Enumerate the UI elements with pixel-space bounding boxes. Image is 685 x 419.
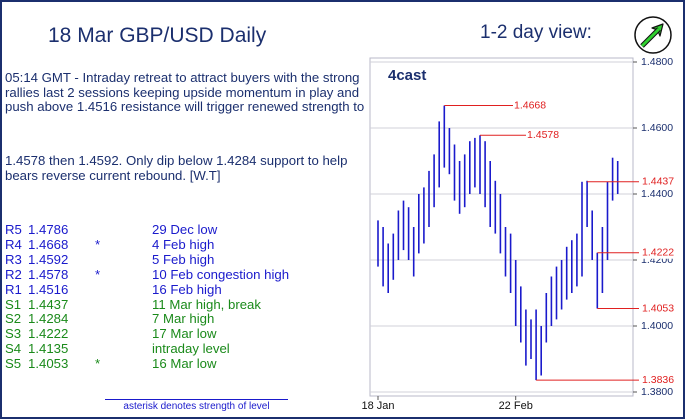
level-cell: 4 Feb high xyxy=(152,236,215,252)
level-cell: 11 Mar high, break xyxy=(152,296,261,312)
level-cell: 1.4786 xyxy=(28,222,69,237)
level-cell: 10 Feb congestion high xyxy=(152,266,290,282)
level-label-bg xyxy=(639,246,683,259)
level-cell: * xyxy=(95,356,101,372)
level-label-bg xyxy=(639,175,683,188)
level-cell: S2 xyxy=(5,311,22,327)
y-tick-label: 1.4600 xyxy=(641,122,673,134)
plot-frame xyxy=(369,57,634,397)
level-cell: S1 xyxy=(5,296,22,312)
level-cell: * xyxy=(95,236,101,252)
level-label: 1.4053 xyxy=(642,302,674,314)
level-cell: * xyxy=(95,266,101,282)
y-tick-label: 1.4000 xyxy=(641,320,673,332)
level-cell: 17 Mar low xyxy=(152,326,217,342)
level-cell: 1.4437 xyxy=(28,296,69,312)
level-cell: R1 xyxy=(5,281,22,297)
commentary: 05:14 GMT - Intraday retreat to attract … xyxy=(5,70,365,114)
y-tick-label: 1.4800 xyxy=(641,56,673,68)
footnote: asterisk denotes strength of level xyxy=(105,399,288,412)
chart-brand: 4cast xyxy=(388,67,426,84)
level-cell: 16 Feb high xyxy=(152,281,222,297)
level-label: 1.4578 xyxy=(527,129,559,141)
level-label: 1.4222 xyxy=(642,247,674,259)
level-cell: 1.4592 xyxy=(28,251,69,267)
level-cell: 1.4053 xyxy=(28,356,69,372)
level-cell: 1.4668 xyxy=(28,236,69,252)
level-label-bg xyxy=(639,302,683,315)
level-cell: intraday level xyxy=(152,341,230,357)
level-cell: 1.4135 xyxy=(28,341,69,357)
level-cell: 1.4516 xyxy=(28,281,69,297)
commentary: 1.4578 then 1.4592. Only dip below 1.428… xyxy=(5,153,348,183)
level-cell: R5 xyxy=(5,222,22,237)
x-tick-label: 18 Jan xyxy=(361,400,394,412)
level-cell: 1.4222 xyxy=(28,326,69,342)
view-icon xyxy=(634,16,672,54)
y-tick-label: 1.4400 xyxy=(641,188,673,200)
level-cell: S5 xyxy=(5,356,22,372)
level-cell: S4 xyxy=(5,341,22,357)
level-cell: 29 Dec low xyxy=(152,222,218,237)
level-cell: 1.4284 xyxy=(28,311,69,327)
level-cell: R3 xyxy=(5,251,22,267)
level-cell: R4 xyxy=(5,236,22,252)
level-label: 1.3836 xyxy=(642,374,674,386)
view-label: 1-2 day view: xyxy=(480,22,592,43)
level-label: 1.4437 xyxy=(642,176,674,188)
level-cell: 16 Mar low xyxy=(152,356,217,372)
level-label-bg xyxy=(639,374,683,387)
level-label: 1.4668 xyxy=(514,99,546,111)
level-cell: 1.4578 xyxy=(28,266,69,282)
level-cell: R2 xyxy=(5,266,22,282)
x-tick-label: 22 Feb xyxy=(499,400,533,412)
level-cell: 7 Mar high xyxy=(152,311,215,327)
y-tick-label: 1.3800 xyxy=(641,386,673,398)
page-title: 18 Mar GBP/USD Daily xyxy=(48,24,267,47)
level-cell: S3 xyxy=(5,326,22,342)
level-cell: 5 Feb high xyxy=(152,251,215,267)
